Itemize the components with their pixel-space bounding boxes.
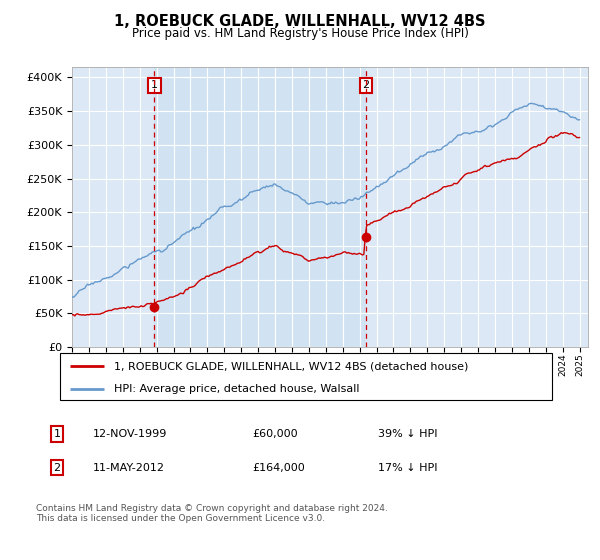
Text: 2: 2 bbox=[53, 463, 61, 473]
Text: 2: 2 bbox=[362, 81, 370, 90]
Text: 39% ↓ HPI: 39% ↓ HPI bbox=[378, 429, 437, 439]
Text: 1: 1 bbox=[151, 81, 158, 90]
Text: £164,000: £164,000 bbox=[252, 463, 305, 473]
Text: £60,000: £60,000 bbox=[252, 429, 298, 439]
Text: Price paid vs. HM Land Registry's House Price Index (HPI): Price paid vs. HM Land Registry's House … bbox=[131, 27, 469, 40]
Text: 11-MAY-2012: 11-MAY-2012 bbox=[93, 463, 165, 473]
Text: 12-NOV-1999: 12-NOV-1999 bbox=[93, 429, 167, 439]
Bar bbox=[154, 67, 366, 347]
Text: 17% ↓ HPI: 17% ↓ HPI bbox=[378, 463, 437, 473]
Text: 1, ROEBUCK GLADE, WILLENHALL, WV12 4BS: 1, ROEBUCK GLADE, WILLENHALL, WV12 4BS bbox=[114, 14, 486, 29]
FancyBboxPatch shape bbox=[60, 353, 552, 400]
Text: 1: 1 bbox=[53, 429, 61, 439]
Text: 1, ROEBUCK GLADE, WILLENHALL, WV12 4BS (detached house): 1, ROEBUCK GLADE, WILLENHALL, WV12 4BS (… bbox=[114, 361, 469, 371]
Text: HPI: Average price, detached house, Walsall: HPI: Average price, detached house, Wals… bbox=[114, 384, 359, 394]
Text: Contains HM Land Registry data © Crown copyright and database right 2024.
This d: Contains HM Land Registry data © Crown c… bbox=[36, 504, 388, 524]
